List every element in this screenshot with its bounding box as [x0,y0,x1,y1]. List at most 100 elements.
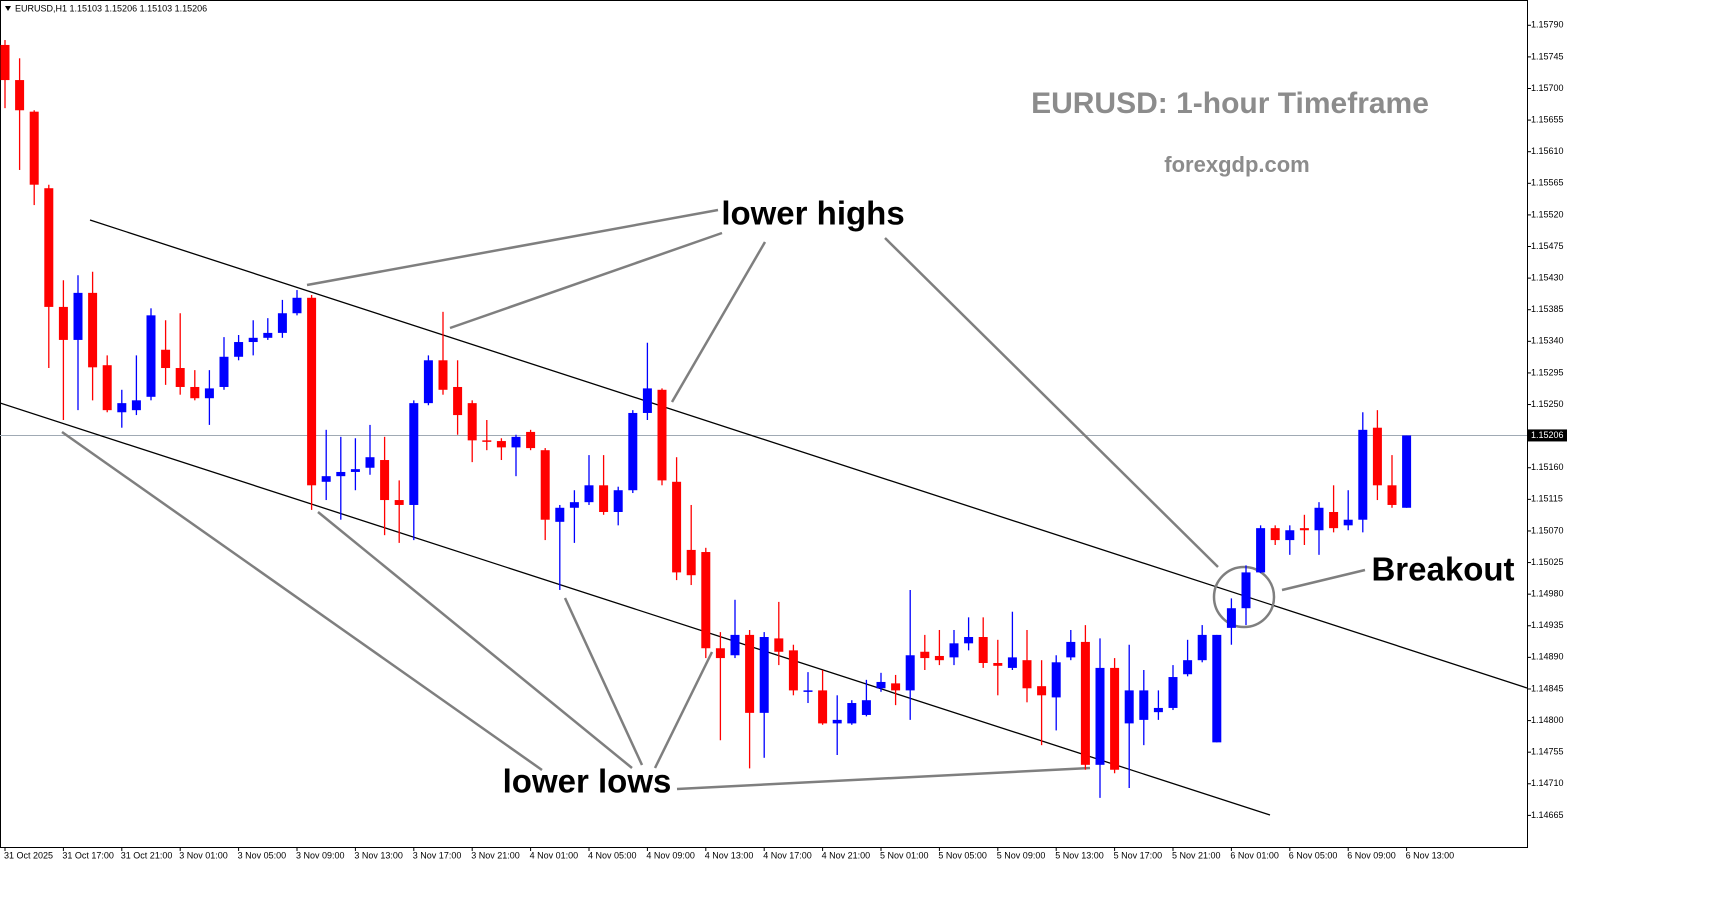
candle-body [1270,528,1280,541]
candle-body [745,634,755,713]
y-tick-label: 1.15160 [1531,462,1564,472]
y-tick-label: 1.15340 [1531,336,1564,346]
pointer-line [1281,568,1366,592]
pointer-line [449,231,723,330]
y-tick-label: 1.15745 [1531,51,1564,61]
candle-body [1007,657,1017,668]
candle-body [1153,707,1163,713]
y-tick-label: 1.15790 [1531,20,1564,30]
x-tick-label: 3 Nov 21:00 [471,850,520,860]
y-tick-label: 1.15475 [1531,241,1564,251]
chart-subtitle: forexgdp.com [1164,152,1309,177]
candle-body [599,485,609,512]
candle-body [672,481,682,573]
x-tick-label: 4 Nov 01:00 [530,850,579,860]
candle-body [905,655,915,691]
candle-body [423,360,433,404]
candle-body [993,662,1003,666]
current-price-box [1527,429,1567,442]
x-tick-label: 3 Nov 05:00 [238,850,287,860]
candle-body [511,436,521,448]
x-tick-label: 4 Nov 21:00 [822,850,871,860]
candle-body [1387,485,1397,505]
candle-body [496,441,506,448]
candle-body [263,332,273,338]
x-tick-label: 3 Nov 13:00 [354,850,403,860]
pointer-line [670,241,767,403]
annotation: Breakout [1371,551,1514,588]
x-tick-label: 3 Nov 01:00 [179,850,228,860]
candle-body [102,365,112,411]
x-tick-label: 5 Nov 13:00 [1055,850,1104,860]
candle-body [409,403,419,505]
candle-body [1066,641,1076,658]
x-tick-label: 31 Oct 2025 [4,850,53,860]
candle-body [161,349,171,369]
candle-body [1226,608,1236,628]
annotation-pointers [61,208,1366,791]
y-tick-label: 1.15295 [1531,367,1564,377]
candle-body [1372,427,1382,486]
candle-body [394,500,404,505]
x-tick-label: 5 Nov 05:00 [938,850,987,860]
candle-body [1168,677,1178,708]
candle-body [1329,511,1339,529]
candle-body [613,490,623,512]
candles-layer [0,40,1412,798]
candle-body [248,337,258,343]
candle-body [847,703,857,724]
candle-body [1095,667,1105,765]
y-tick-label: 1.15070 [1531,525,1564,535]
axis-layer: 1.15790 1.15745 1.15700 1.15655 1.15610 1.155… [4,20,1567,860]
y-tick-label: 1.15115 [1531,494,1563,504]
annotation: lower highs [721,195,904,232]
upper-trend-line [89,219,1528,689]
candle-body [759,637,769,713]
x-tick-label: 4 Nov 09:00 [646,850,695,860]
pointer-line [61,430,543,772]
candle-body [715,648,725,659]
pointer-line [676,766,1091,791]
candle-body [555,507,565,522]
lower-trend-line [0,402,1271,816]
candle-body [788,650,798,691]
candle-body [1314,507,1324,531]
candle-body [277,313,287,333]
x-tick-label: 31 Oct 21:00 [121,850,173,860]
candle-body [350,469,360,472]
x-tick-label: 3 Nov 09:00 [296,850,345,860]
candle-body [1197,634,1207,661]
candle-body [365,457,375,468]
pointer-line [563,597,644,766]
candle-body [380,460,390,501]
candle-body [978,637,988,663]
x-tick-label: 5 Nov 21:00 [1172,850,1221,860]
x-tick-label: 4 Nov 13:00 [705,850,754,860]
x-tick-label: 6 Nov 01:00 [1230,850,1279,860]
pointer-line [884,237,1219,568]
y-tick-label: 1.15565 [1531,178,1564,188]
candle-body [934,655,944,661]
candle-body [1212,634,1222,743]
candle-body [730,634,740,656]
candle-body [204,388,214,399]
candle-body [657,389,667,481]
candle-body [88,292,98,368]
candle-body [891,683,901,691]
current-price-label: 1.15206 [1531,430,1564,440]
y-tick-label: 1.15385 [1531,304,1564,314]
x-tick-label: 4 Nov 17:00 [763,850,812,860]
candle-body [219,356,229,387]
candle-body [861,700,871,715]
candle-body [146,315,156,397]
candle-body [292,297,302,314]
y-tick-label: 1.14935 [1531,620,1564,630]
y-tick-label: 1.15025 [1531,557,1564,567]
candle-body [1037,686,1047,696]
pointer-line [653,651,714,769]
y-tick-label: 1.14710 [1531,778,1564,788]
breakout-circle [1212,565,1276,629]
candle-body [307,297,317,486]
